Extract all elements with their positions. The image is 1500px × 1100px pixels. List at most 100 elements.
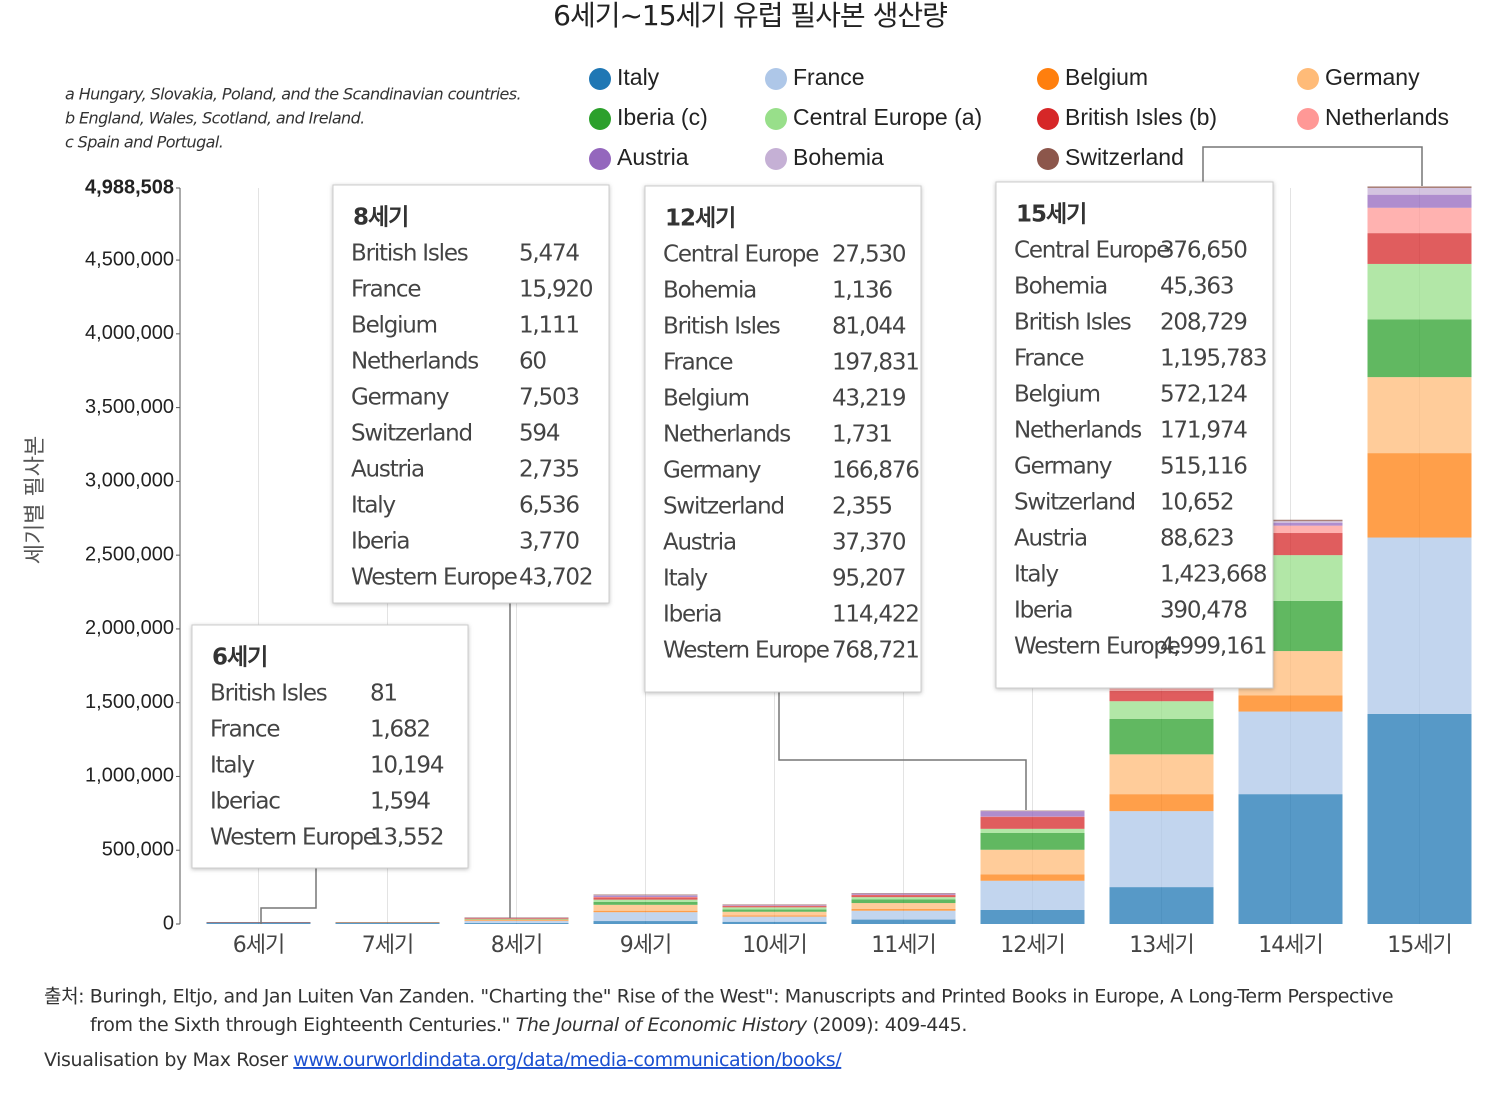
bar-segment <box>851 893 956 894</box>
callout-value: 13,552 <box>370 825 443 851</box>
callout-label: British Isles <box>663 314 780 340</box>
legend-swatch <box>1037 68 1059 90</box>
callout-value: 3,770 <box>519 529 579 555</box>
legend-swatch <box>765 68 787 90</box>
bar-segment <box>722 904 827 906</box>
callout-value: 10,652 <box>1160 490 1233 516</box>
callout-value: 43,702 <box>519 565 592 591</box>
x-tick-label: 15세기 <box>1387 933 1451 958</box>
bar-segment <box>980 909 1085 924</box>
credit: Visualisation by Max Roser www.ourworldi… <box>44 1049 842 1071</box>
bar-segment <box>1238 522 1343 526</box>
bar-segment <box>1367 188 1472 195</box>
callout-title: 15세기 <box>1016 202 1086 228</box>
bar-segment <box>980 810 1085 812</box>
callout-value: 1,423,668 <box>1160 562 1267 588</box>
bar-segment <box>1367 194 1472 208</box>
x-tick-label: 7세기 <box>362 933 413 958</box>
callout-label: Central Europe <box>663 242 818 268</box>
bar-segment <box>980 832 1085 850</box>
bar-segment <box>1238 695 1343 712</box>
callout-value: 10,194 <box>370 753 444 779</box>
bar-segment <box>851 894 956 898</box>
chart-title: 6세기~15세기 유럽 필사본 생산량 <box>553 0 947 32</box>
callout-value: 6,536 <box>519 493 579 519</box>
callout-label: Switzerland <box>663 494 784 520</box>
bar-segment <box>593 921 698 924</box>
footnote: a Hungary, Slovakia, Poland, and the Sca… <box>65 85 521 104</box>
callout-value: 95,207 <box>832 566 905 592</box>
bar-segment <box>722 916 827 922</box>
bar-segment <box>335 922 440 924</box>
bar-segment <box>980 810 1085 812</box>
legend-label: Bohemia <box>793 144 884 170</box>
footnote: c Spain and Portugal. <box>65 133 223 152</box>
bar-segment <box>464 919 569 921</box>
callout-value: 1,682 <box>370 717 430 743</box>
callout-value: 171,974 <box>1160 418 1247 444</box>
bars <box>206 186 1472 924</box>
callout-label: Iberia <box>663 602 721 628</box>
legend-label: Central Europe (a) <box>793 104 982 130</box>
bar-segment <box>593 912 698 922</box>
callout-label: Italy <box>663 566 707 592</box>
callout-label: Austria <box>351 457 424 483</box>
bar-segment <box>593 899 698 902</box>
bar-segment <box>206 922 311 923</box>
callout-value: 5,474 <box>519 241 579 267</box>
legend-swatch <box>589 68 611 90</box>
bar-segment <box>1109 754 1214 795</box>
y-tick-label: 2,000,000 <box>85 617 174 639</box>
legend-swatch <box>1037 148 1059 170</box>
callout-value: 2,355 <box>832 494 892 520</box>
callout-label: British Isles <box>1014 310 1131 336</box>
callout-label: British Isles <box>210 681 327 707</box>
legend-label: Italy <box>617 64 660 90</box>
legend-label: Iberia (c) <box>617 104 708 130</box>
legend-swatch <box>1037 108 1059 130</box>
bar-segment <box>593 897 698 898</box>
legend-swatch <box>589 148 611 170</box>
callout-value: 2,735 <box>519 457 579 483</box>
bar-segment <box>464 920 569 922</box>
x-tick-label: 8세기 <box>491 933 542 958</box>
bar-segment <box>1238 794 1343 924</box>
bar-segment <box>980 816 1085 818</box>
callout-value: 114,422 <box>832 602 919 628</box>
bar-segment <box>1238 525 1343 534</box>
x-tick-label: 12세기 <box>1000 933 1064 958</box>
bar-segment <box>464 917 569 919</box>
callout-value: 60 <box>519 349 546 375</box>
callout-label: France <box>210 717 279 743</box>
bar-segment <box>980 816 1085 829</box>
bar-segment <box>851 899 956 904</box>
callout-value: 45,363 <box>1160 274 1233 300</box>
x-tick-label: 11세기 <box>871 933 935 958</box>
bar-segment <box>722 904 827 906</box>
callout-value: 15,920 <box>519 277 593 303</box>
y-tick-label: 1,000,000 <box>85 765 174 787</box>
credit-text: Visualisation by Max Roser <box>44 1049 293 1071</box>
callout-label: Netherlands <box>663 422 790 448</box>
bar-segment <box>980 828 1085 833</box>
bar-segment <box>206 922 311 924</box>
bar-segment <box>722 907 827 910</box>
callout-label: Western Europe <box>1014 634 1180 660</box>
bar-segment <box>722 921 827 924</box>
credit-link[interactable]: www.ourworldindata.org/data/media-commun… <box>293 1049 842 1071</box>
bar-segment <box>464 920 569 924</box>
callout-label: Switzerland <box>1014 490 1135 516</box>
callout-label: Germany <box>1014 454 1112 480</box>
bar-segment <box>851 893 956 895</box>
callout-title: 8세기 <box>353 205 408 231</box>
bar-segment <box>1367 377 1472 454</box>
x-tick-label: 14세기 <box>1258 933 1322 958</box>
callout-value: 37,370 <box>832 530 906 556</box>
bar-segment <box>851 897 956 900</box>
bar-segment <box>1367 207 1472 234</box>
callout-label: Italy <box>351 493 395 519</box>
callout-value: 1,594 <box>370 789 430 815</box>
x-tick-label: 10세기 <box>742 933 806 958</box>
callout-value: 7,503 <box>519 385 579 411</box>
callout-box <box>191 624 469 869</box>
